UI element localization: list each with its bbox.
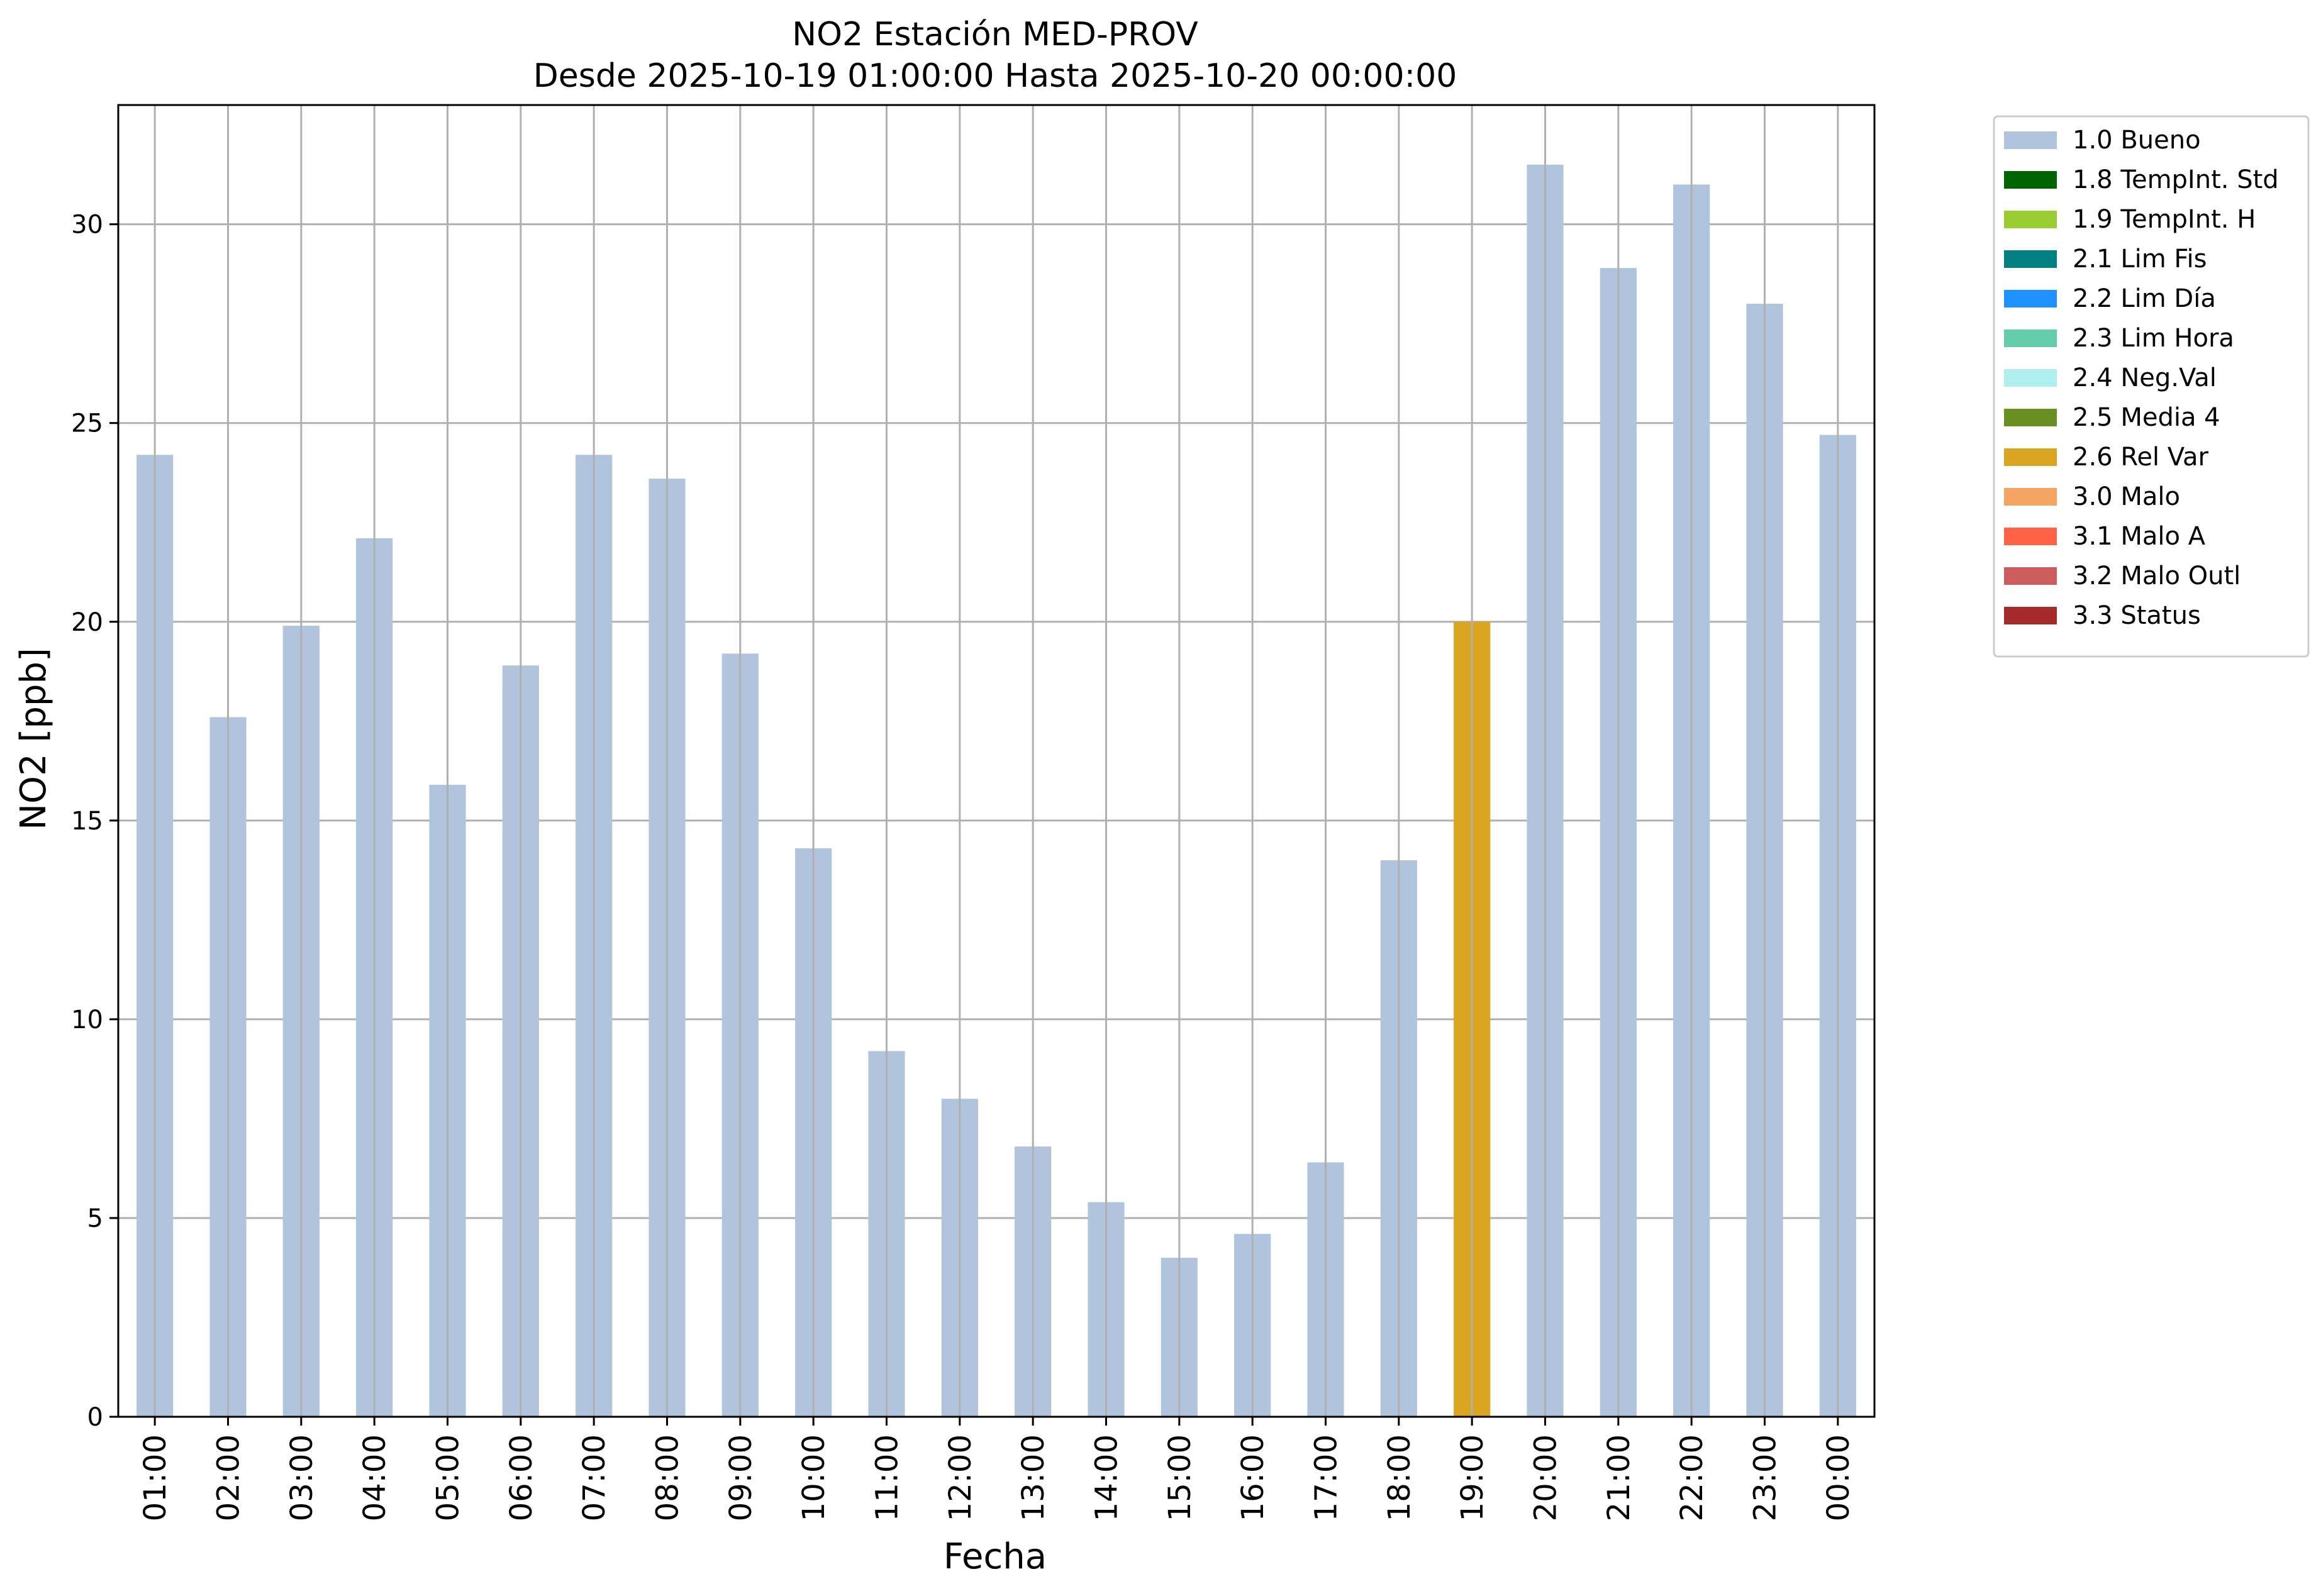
legend-box — [1993, 115, 2310, 658]
x-tick-label: 06:00 — [504, 1434, 539, 1521]
legend-swatch — [2004, 131, 2057, 149]
legend-label: 2.4 Neg.Val — [2073, 363, 2217, 392]
legend-label: 1.8 TempInt. Std — [2073, 165, 2279, 194]
x-tick-label: 21:00 — [1601, 1434, 1637, 1521]
y-axis: 0 5 10 15 20 25 30 — [71, 211, 118, 1432]
x-axis: 01:00 02:00 03:00 04:00 05:00 06:00 07:00 08:00… — [138, 1417, 1856, 1521]
legend-swatch — [2004, 528, 2057, 545]
y-tick-label: 0 — [87, 1403, 103, 1432]
legend-label: 2.2 Lim Día — [2073, 284, 2216, 313]
legend-swatch — [2004, 488, 2057, 506]
x-tick-label: 18:00 — [1382, 1434, 1417, 1521]
y-tick-label: 25 — [71, 409, 103, 438]
x-tick-label: 12:00 — [943, 1434, 978, 1521]
legend: 1.0 Bueno 1.8 TempInt. Std 1.9 TempInt. H 2… — [1993, 115, 2310, 658]
legend-label: 1.0 Bueno — [2073, 126, 2201, 155]
x-tick-label: 22:00 — [1674, 1434, 1710, 1521]
x-axis-label: Fecha — [944, 1536, 1047, 1577]
y-tick-label: 20 — [71, 608, 103, 637]
x-tick-label: 23:00 — [1748, 1434, 1783, 1521]
x-tick-label: 20:00 — [1528, 1434, 1564, 1521]
x-tick-label: 02:00 — [211, 1434, 247, 1521]
legend-swatch — [2004, 171, 2057, 189]
x-tick-label: 09:00 — [723, 1434, 759, 1521]
legend-swatch — [2004, 250, 2057, 268]
legend-swatch — [2004, 409, 2057, 426]
legend-swatch — [2004, 330, 2057, 347]
grid-lines — [118, 223, 1874, 1418]
x-tick-label: 11:00 — [870, 1434, 905, 1521]
vertical-grid-lines — [153, 105, 1839, 1417]
legend-swatch — [2004, 290, 2057, 308]
legend-swatch — [2004, 369, 2057, 387]
chart-subtitle: Desde 2025-10-19 01:00:00 Hasta 2025-10-… — [533, 57, 1457, 95]
x-tick-label: 07:00 — [577, 1434, 612, 1521]
y-tick-label: 10 — [71, 1006, 103, 1034]
x-tick-label: 14:00 — [1089, 1434, 1125, 1521]
chart-title: NO2 Estación MED-PROV — [792, 16, 1198, 53]
legend-label: 3.2 Malo Outl — [2073, 562, 2241, 590]
x-tick-label: 15:00 — [1162, 1434, 1198, 1521]
x-tick-label: 05:00 — [431, 1434, 466, 1521]
legend-swatch — [2004, 211, 2057, 228]
x-tick-label: 00:00 — [1821, 1434, 1856, 1521]
legend-label: 3.3 Status — [2073, 601, 2201, 630]
legend-label: 2.5 Media 4 — [2073, 403, 2220, 432]
legend-label: 2.3 Lim Hora — [2073, 324, 2234, 353]
y-tick-label: 15 — [71, 807, 103, 836]
plot-frame — [117, 104, 1876, 1418]
y-tick-label: 30 — [71, 211, 103, 240]
legend-swatch — [2004, 448, 2057, 466]
legend-label: 3.0 Malo — [2073, 482, 2180, 511]
x-tick-label: 17:00 — [1309, 1434, 1344, 1521]
x-tick-label: 19:00 — [1455, 1434, 1490, 1521]
legend-swatch — [2004, 607, 2057, 624]
x-tick-label: 08:00 — [650, 1434, 686, 1521]
x-tick-label: 16:00 — [1235, 1434, 1271, 1521]
legend-label: 2.1 Lim Fis — [2073, 245, 2207, 274]
x-tick-label: 13:00 — [1016, 1434, 1051, 1521]
legend-label: 2.6 Rel Var — [2073, 443, 2209, 472]
x-tick-label: 03:00 — [284, 1434, 320, 1521]
legend-label: 3.1 Malo A — [2073, 522, 2206, 551]
legend-label: 1.9 TempInt. H — [2073, 205, 2256, 234]
x-tick-label: 01:00 — [138, 1434, 173, 1521]
y-tick-label: 5 — [87, 1204, 103, 1233]
x-tick-label: 04:00 — [357, 1434, 392, 1521]
legend-swatch — [2004, 567, 2057, 585]
x-tick-label: 10:00 — [796, 1434, 832, 1521]
y-axis-label: NO2 [ppb] — [13, 648, 54, 830]
